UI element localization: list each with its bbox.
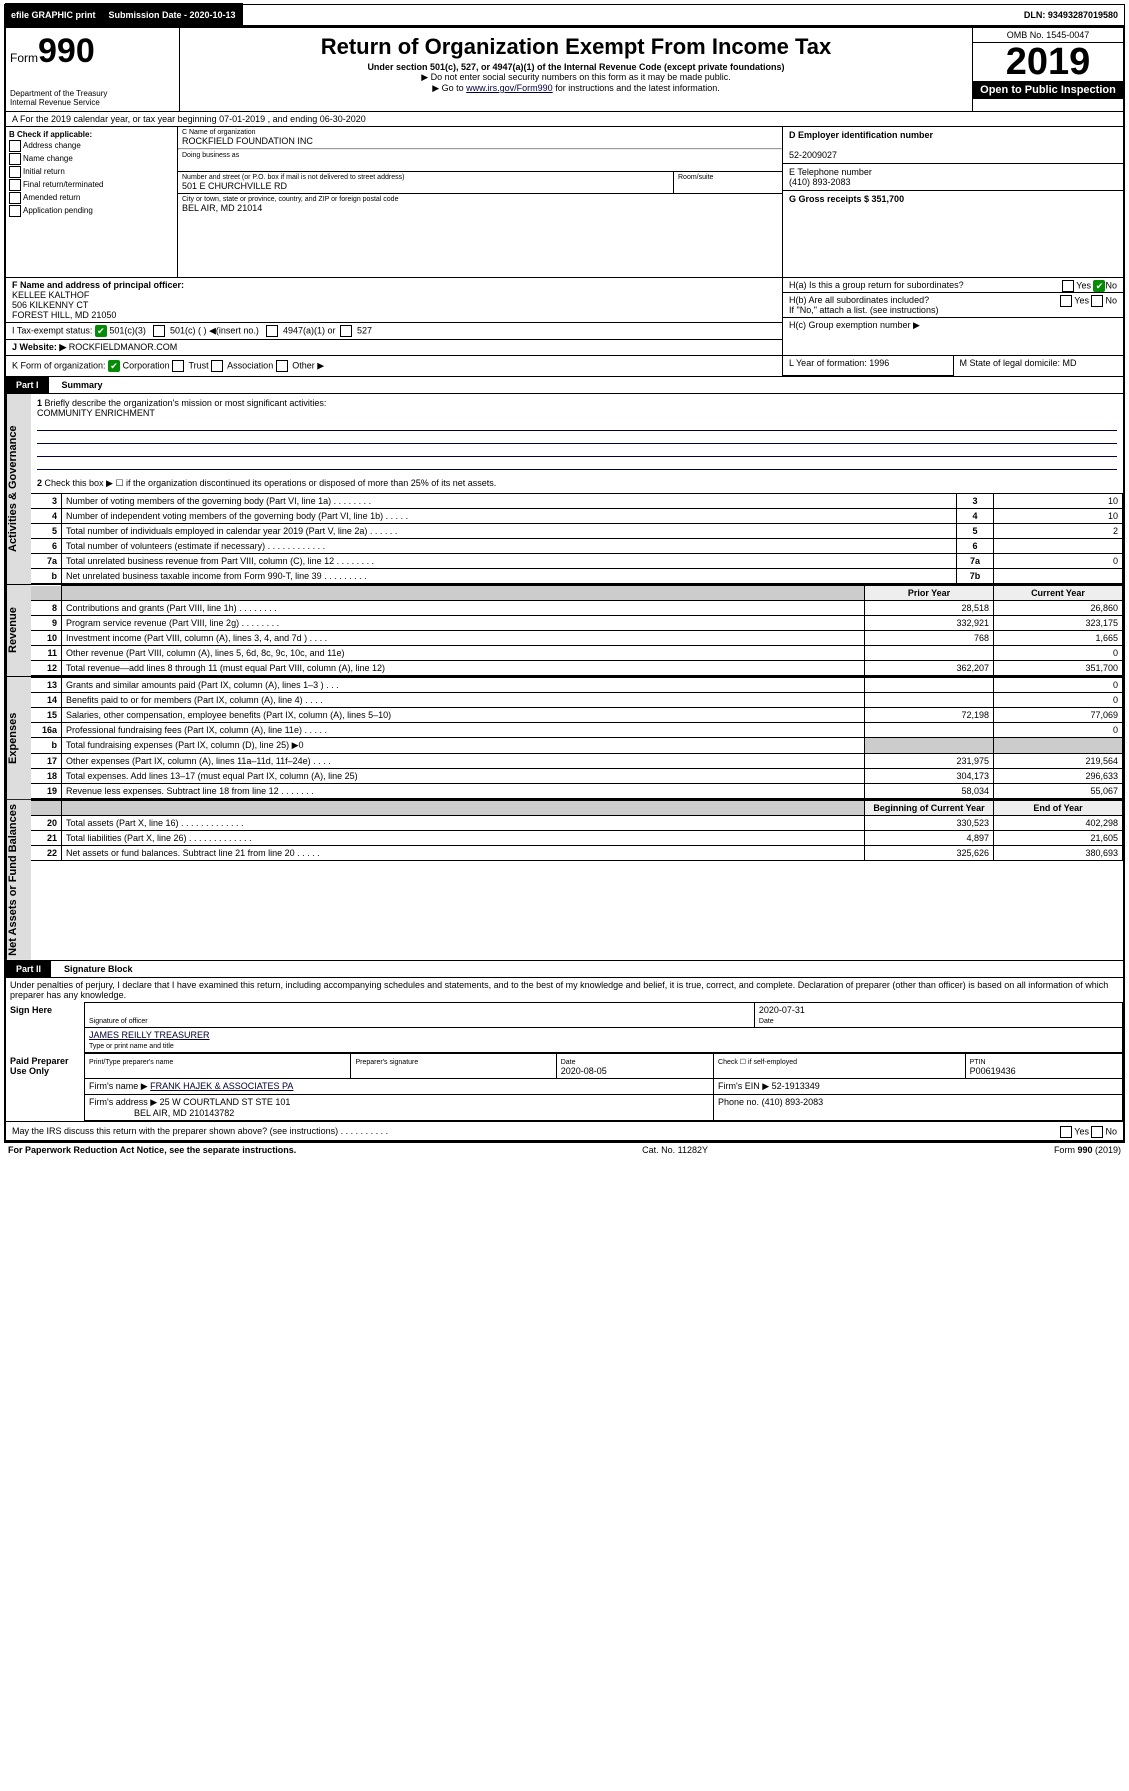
section-expenses: Expenses 13Grants and similar amounts pa… [6,677,1123,800]
section-revenue: Revenue Prior Year Current Year 8Contrib… [6,585,1123,677]
form-subtitle: Under section 501(c), 527, or 4947(a)(1)… [184,62,968,72]
preparer-table: Paid Preparer Use Only Print/Type prepar… [6,1053,1123,1121]
row-l: L Year of formation: 1996 [783,356,954,376]
firm-name-link[interactable]: FRANK HAJEK & ASSOCIATES PA [150,1081,293,1091]
net-table: Beginning of Current Year End of Year 20… [31,800,1123,861]
vert-governance: Activities & Governance [6,394,31,584]
irs-label: Internal Revenue Service [10,98,175,107]
topbar: efile GRAPHIC print Submission Date - 20… [4,4,1125,26]
exp-table: 13Grants and similar amounts paid (Part … [31,677,1123,799]
identification-row: B Check if applicable: Address change Na… [6,127,1123,278]
part2-header: Part II Signature Block [6,961,1123,978]
section-governance: Activities & Governance 1 Briefly descri… [6,394,1123,585]
header-center: Return of Organization Exempt From Incom… [180,28,972,111]
ein: 52-2009027 [789,150,837,160]
gross-receipts: G Gross receipts $ 351,700 [789,194,904,204]
open-public: Open to Public Inspection [973,81,1123,99]
org-street: 501 E CHURCHVILLE RD [182,181,669,191]
header-left: Form990 Department of the Treasury Inter… [6,28,180,111]
vert-expenses: Expenses [6,677,31,799]
note-link: ▶ Go to www.irs.gov/Form990 for instruct… [184,83,968,94]
col-c-org: C Name of organization ROCKFIELD FOUNDAT… [178,127,783,277]
dln: DLN: 93493287019580 [1018,3,1124,27]
gov-table: 3Number of voting members of the governi… [31,493,1123,584]
instructions-link[interactable]: www.irs.gov/Form990 [466,83,553,93]
vert-revenue: Revenue [6,585,31,676]
header-right: OMB No. 1545-0047 2019 Open to Public In… [972,28,1123,111]
row-hc: H(c) Group exemption number ▶ [783,318,1123,333]
signature-table: Sign Here Signature of officer 2020-07-3… [6,1002,1123,1053]
row-i: I Tax-exempt status: ✔ 501(c)(3) 501(c) … [6,323,782,340]
tax-year: 2019 [973,43,1123,81]
org-city: BEL AIR, MD 21014 [182,203,778,213]
row-m: M State of legal domicile: MD [954,356,1124,376]
mission-text: COMMUNITY ENRICHMENT [37,408,155,418]
website: ROCKFIELDMANOR.COM [69,342,178,352]
org-name: ROCKFIELD FOUNDATION INC [182,136,778,146]
check-icon: ✔ [95,325,107,337]
efile-button[interactable]: efile GRAPHIC print [5,3,103,27]
footer: For Paperwork Reduction Act Notice, see … [4,1142,1125,1157]
submission-date: Submission Date - 2020-10-13 [103,3,243,27]
officer-name-link[interactable]: JAMES REILLY TREASURER [89,1030,210,1040]
row-k: K Form of organization: ✔ Corporation Tr… [6,356,782,376]
row-f: F Name and address of principal officer:… [6,278,782,323]
form-container: Form990 Department of the Treasury Inter… [4,26,1125,1142]
lower-header: F Name and address of principal officer:… [6,278,1123,356]
phone: (410) 893-2083 [789,177,851,187]
row-hb: H(b) Are all subordinates included? Yes … [783,293,1123,318]
row-a-period: A For the 2019 calendar year, or tax yea… [6,112,1123,127]
form-header: Form990 Department of the Treasury Inter… [6,28,1123,112]
row-j: J Website: ▶ ROCKFIELDMANOR.COM [6,340,782,355]
row-ha: H(a) Is this a group return for subordin… [783,278,1123,293]
sign-here-label: Sign Here [6,1003,85,1053]
col-b-checkboxes: B Check if applicable: Address change Na… [6,127,178,277]
paid-preparer-label: Paid Preparer Use Only [6,1054,85,1121]
vert-netassets: Net Assets or Fund Balances [6,800,31,960]
part1-header: Part I Summary [6,377,1123,394]
form-title: Return of Organization Exempt From Incom… [184,34,968,60]
rev-table: Prior Year Current Year 8Contributions a… [31,585,1123,676]
perjury-text: Under penalties of perjury, I declare th… [6,978,1123,1002]
discuss-row: May the IRS discuss this return with the… [6,1121,1123,1140]
section-netassets: Net Assets or Fund Balances Beginning of… [6,800,1123,961]
note-ssn: ▶ Do not enter social security numbers o… [184,72,968,83]
dept-label: Department of the Treasury [10,89,175,98]
klm-row: K Form of organization: ✔ Corporation Tr… [6,356,1123,377]
col-d-info: D Employer identification number 52-2009… [783,127,1123,277]
